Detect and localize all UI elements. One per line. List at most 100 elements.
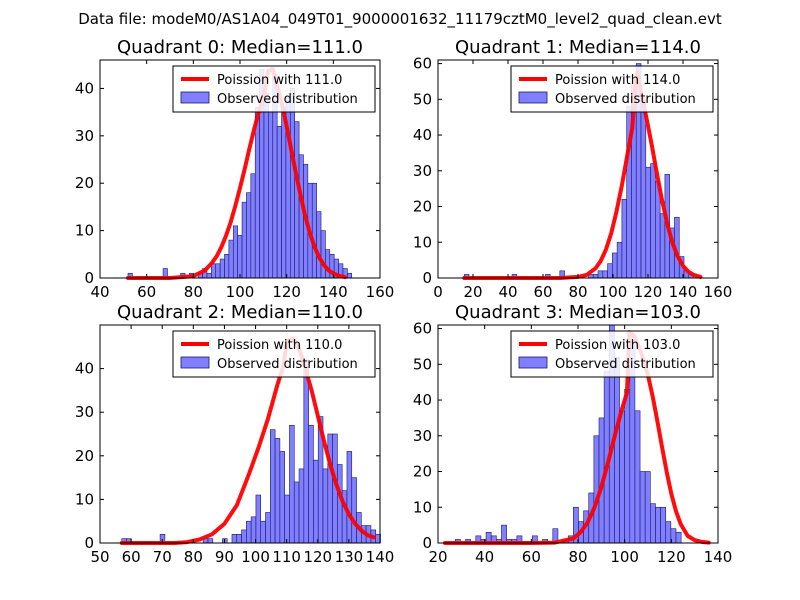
histogram-bar bbox=[294, 121, 300, 279]
legend-box bbox=[172, 330, 376, 378]
y-tick-label: 20 bbox=[75, 174, 94, 192]
histogram-bar bbox=[675, 531, 682, 544]
histogram-bar bbox=[232, 225, 238, 279]
histogram-bar bbox=[660, 506, 667, 544]
x-tick-label: 60 bbox=[533, 283, 552, 301]
legend-label-poisson: Poission with 111.0 bbox=[217, 73, 342, 88]
legend-bar-swatch bbox=[518, 91, 548, 104]
legend-bar-swatch bbox=[518, 356, 548, 369]
legend-box bbox=[510, 330, 714, 378]
x-tick-label: 20 bbox=[463, 283, 482, 301]
y-tick-label: 0 bbox=[422, 269, 432, 287]
y-tick-label: 40 bbox=[75, 79, 94, 97]
histogram-bar bbox=[250, 173, 256, 279]
legend-box bbox=[172, 65, 376, 113]
x-tick-label: 80 bbox=[184, 548, 203, 566]
histogram-bar bbox=[501, 524, 507, 544]
x-tick-label: 100 bbox=[226, 283, 255, 301]
x-tick-label: 50 bbox=[90, 548, 109, 566]
histogram-bar bbox=[320, 230, 326, 279]
histogram-bar bbox=[644, 471, 651, 544]
histogram-bar bbox=[597, 270, 604, 279]
histogram-bar bbox=[616, 241, 623, 279]
histogram-bar bbox=[650, 163, 656, 279]
histogram-bar bbox=[276, 126, 282, 279]
histogram-bar bbox=[311, 182, 317, 279]
y-tick-label: 30 bbox=[413, 162, 432, 180]
x-tick-label: 90 bbox=[215, 548, 234, 566]
legend-label-observed: Observed distribution bbox=[217, 92, 358, 107]
histogram-bar bbox=[207, 538, 214, 544]
histogram-bar bbox=[224, 254, 230, 279]
x-tick-label: 100 bbox=[241, 548, 270, 566]
axes-frame bbox=[99, 324, 381, 544]
panel-title: Quadrant 1: Median=114.0 bbox=[455, 37, 701, 58]
histogram-bar bbox=[665, 521, 672, 544]
y-tick-label: 0 bbox=[84, 534, 94, 552]
histogram-bar bbox=[640, 99, 647, 279]
y-tick-label: 50 bbox=[413, 90, 432, 108]
x-tick-label: 80 bbox=[568, 283, 587, 301]
x-tick-label: 140 bbox=[704, 548, 733, 566]
histogram-bar bbox=[655, 506, 661, 544]
suptitle: Data file: modeM0/AS1A04_049T01_90000016… bbox=[78, 10, 722, 29]
histogram-bar bbox=[322, 468, 329, 544]
histogram-bar bbox=[351, 477, 357, 544]
histogram-bar bbox=[270, 429, 276, 544]
y-tick-label: 60 bbox=[413, 320, 432, 338]
x-tick-label: 40 bbox=[498, 283, 517, 301]
histogram-bar bbox=[237, 235, 243, 279]
x-tick-label: 0 bbox=[433, 283, 443, 301]
histogram-bar bbox=[614, 356, 620, 544]
histogram-bar bbox=[206, 272, 212, 279]
y-tick-label: 40 bbox=[413, 126, 432, 144]
x-tick-label: 160 bbox=[704, 283, 733, 301]
histogram-bar bbox=[241, 529, 247, 544]
histogram-bar bbox=[624, 389, 631, 544]
histogram-bar bbox=[284, 494, 290, 544]
histogram-bar bbox=[255, 494, 262, 544]
histogram-bar bbox=[303, 359, 309, 544]
y-tick-label: 10 bbox=[75, 222, 94, 240]
histogram-bar bbox=[298, 468, 305, 544]
histogram-bar bbox=[236, 533, 242, 544]
legend-label-observed: Observed distribution bbox=[217, 357, 358, 372]
histogram-bar bbox=[634, 410, 641, 544]
histogram-bar bbox=[279, 451, 285, 544]
histogram-bar bbox=[659, 213, 666, 279]
x-tick-label: 120 bbox=[272, 283, 301, 301]
histogram-bar bbox=[607, 263, 613, 279]
x-tick-label: 140 bbox=[319, 283, 348, 301]
histogram-bar bbox=[265, 512, 271, 544]
y-tick-label: 10 bbox=[75, 490, 94, 508]
histogram-bar bbox=[346, 451, 353, 544]
histogram-bar bbox=[231, 533, 238, 544]
x-tick-label: 60 bbox=[137, 283, 156, 301]
quadrant-1-panel: Quadrant 1: Median=114.00 20 40 60 80 100 120 1… bbox=[413, 37, 732, 301]
histogram-bar bbox=[254, 107, 260, 279]
y-tick-label: 0 bbox=[84, 269, 94, 287]
y-tick-label: 0 bbox=[422, 534, 432, 552]
x-tick-label: 140 bbox=[366, 548, 395, 566]
panel-title: Quadrant 0: Median=111.0 bbox=[117, 37, 363, 58]
x-tick-label: 160 bbox=[366, 283, 395, 301]
x-tick-label: 120 bbox=[634, 283, 663, 301]
y-tick-label: 40 bbox=[75, 360, 94, 378]
histogram-bar bbox=[316, 211, 322, 279]
y-tick-label: 50 bbox=[413, 355, 432, 373]
histogram-bar bbox=[246, 192, 252, 279]
y-tick-label: 30 bbox=[75, 403, 94, 421]
legend-box bbox=[510, 65, 714, 113]
histogram-bar bbox=[293, 481, 300, 544]
histogram-bar bbox=[260, 520, 266, 544]
x-tick-label: 120 bbox=[657, 548, 686, 566]
histogram-bar bbox=[263, 92, 269, 279]
legend-label-poisson: Poission with 110.0 bbox=[217, 338, 342, 353]
histogram-bar bbox=[289, 424, 295, 544]
histogram-bar bbox=[592, 274, 599, 279]
x-tick-label: 40 bbox=[475, 548, 494, 566]
y-tick-label: 30 bbox=[75, 127, 94, 145]
histogram-bars bbox=[121, 359, 381, 544]
legend-label-observed: Observed distribution bbox=[555, 92, 696, 107]
